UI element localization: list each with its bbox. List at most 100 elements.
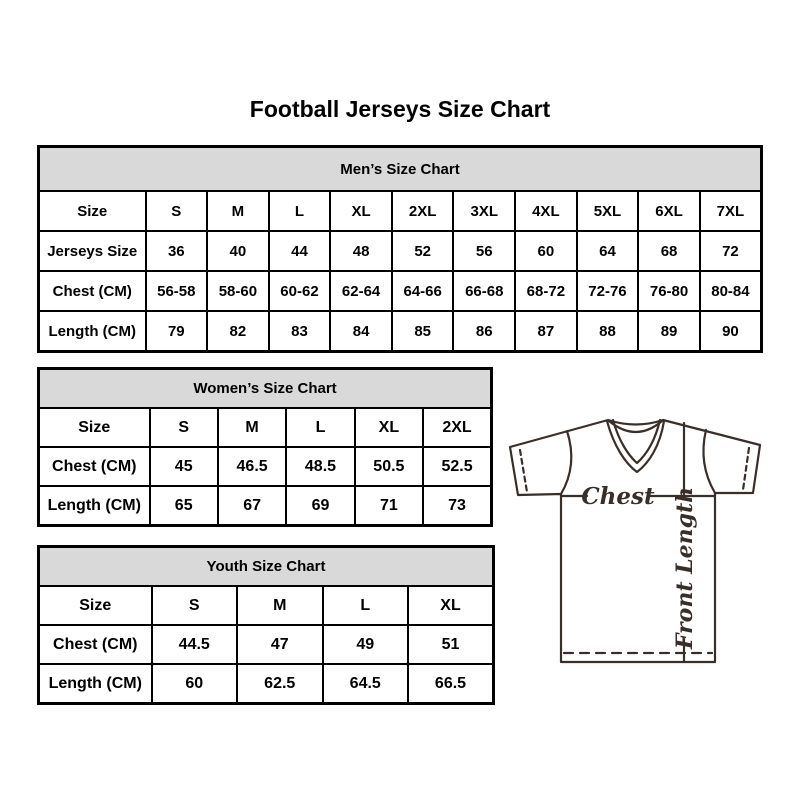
value-cell: 65	[148, 485, 219, 527]
value-cell: 83	[267, 310, 332, 353]
value-cell: 45	[148, 446, 219, 487]
value-cell: M	[216, 407, 288, 448]
value-cell: 48	[329, 230, 393, 272]
value-cell: 67	[216, 485, 288, 527]
womens-size-table: Women’s Size Chart Size S M L XL 2XL Chest (CM…	[37, 367, 493, 527]
youth-size-table: Youth Size Chart Size S M L XL Chest (CM) 44.5…	[37, 545, 495, 705]
table-row: Chest (CM) 44.5 47 49 51	[37, 624, 495, 665]
table-row: Size S M L XL 2XL	[37, 407, 493, 448]
value-cell: 90	[698, 310, 763, 353]
value-cell: 6XL	[637, 190, 701, 232]
value-cell: 86	[452, 310, 517, 353]
left-cuff-stitch	[518, 448, 529, 494]
value-cell: L	[267, 190, 332, 232]
row-label-cell: Size	[37, 190, 147, 232]
value-cell: 46.5	[216, 446, 288, 487]
value-cell: 5XL	[575, 190, 640, 232]
value-cell: 76-80	[637, 270, 701, 312]
front-length-label: Front Length	[672, 487, 698, 650]
value-cell: 48.5	[285, 446, 356, 487]
value-cell: 47	[236, 624, 324, 665]
right-cuff-stitch	[741, 446, 751, 492]
value-cell: 3XL	[452, 190, 517, 232]
table-row: Length (CM) 60 62.5 64.5 66.5	[37, 663, 495, 705]
value-cell: S	[150, 585, 238, 626]
table-row: Chest (CM) 45 46.5 48.5 50.5 52.5	[37, 446, 493, 487]
jersey-outline	[508, 418, 762, 664]
row-label-cell: Jerseys Size	[37, 230, 147, 272]
value-cell: 56	[452, 230, 517, 272]
value-cell: 40	[206, 230, 270, 272]
row-label-cell: Size	[37, 407, 151, 448]
right-armhole-seam	[702, 428, 717, 495]
row-label-cell: Size	[37, 585, 153, 626]
value-cell: 79	[144, 310, 209, 353]
row-label-cell: Length (CM)	[37, 485, 151, 527]
youth-table-title: Youth Size Chart	[37, 545, 495, 587]
value-cell: 68	[637, 230, 701, 272]
page-title: Football Jerseys Size Chart	[249, 96, 551, 122]
value-cell: 60	[514, 230, 578, 272]
row-label-cell: Length (CM)	[37, 310, 147, 353]
value-cell: 64	[575, 230, 640, 272]
value-cell: 62-64	[329, 270, 393, 312]
value-cell: S	[144, 190, 209, 232]
value-cell: 62.5	[236, 663, 324, 705]
value-cell: 49	[321, 624, 409, 665]
table-row: Length (CM) 65 67 69 71 73	[37, 485, 493, 527]
left-armhole-seam	[559, 429, 573, 496]
value-cell: XL	[407, 585, 495, 626]
value-cell: 4XL	[514, 190, 578, 232]
row-label-cell: Chest (CM)	[37, 270, 147, 312]
value-cell: 58-60	[206, 270, 270, 312]
value-cell: 73	[422, 485, 493, 527]
value-cell: 88	[575, 310, 640, 353]
value-cell: 50.5	[353, 446, 425, 487]
value-cell: 52	[390, 230, 455, 272]
chest-label: Chest	[581, 483, 655, 510]
value-cell: M	[236, 585, 324, 626]
value-cell: 2XL	[422, 407, 493, 448]
value-cell: 44	[267, 230, 332, 272]
value-cell: M	[206, 190, 270, 232]
value-cell: 66.5	[407, 663, 495, 705]
value-cell: 64-66	[390, 270, 455, 312]
value-cell: 2XL	[390, 190, 455, 232]
value-cell: 52.5	[422, 446, 493, 487]
vneck-outer	[605, 419, 666, 474]
vneck-inner	[611, 418, 662, 465]
value-cell: 51	[407, 624, 495, 665]
value-cell: 60-62	[267, 270, 332, 312]
value-cell: 89	[637, 310, 701, 353]
value-cell: 56-58	[144, 270, 209, 312]
row-label-cell: Length (CM)	[37, 663, 153, 705]
row-label-cell: Chest (CM)	[37, 624, 153, 665]
table-row: Size S M L XL	[37, 585, 495, 626]
table-row: Jerseys Size 36 40 44 48 52 56 60 64 68 72	[37, 230, 763, 272]
value-cell: 44.5	[150, 624, 238, 665]
mens-table-title: Men’s Size Chart	[37, 145, 763, 192]
value-cell: 60	[150, 663, 238, 705]
value-cell: 84	[329, 310, 393, 353]
mens-size-table: Men’s Size Chart Size S M L XL 2XL 3XL 4XL 5XL 6X…	[37, 145, 763, 353]
table-row: Size S M L XL 2XL 3XL 4XL 5XL 6XL 7XL	[37, 190, 763, 232]
value-cell: 82	[206, 310, 270, 353]
womens-table-title: Women’s Size Chart	[37, 367, 493, 409]
value-cell: S	[148, 407, 219, 448]
table-row: Chest (CM) 56-58 58-60 60-62 62-64 64-66 66-68…	[37, 270, 763, 312]
value-cell: 71	[353, 485, 425, 527]
value-cell: 36	[144, 230, 209, 272]
table-title-row: Youth Size Chart	[37, 545, 495, 587]
row-label-cell: Chest (CM)	[37, 446, 151, 487]
value-cell: 68-72	[514, 270, 578, 312]
value-cell: 64.5	[321, 663, 409, 705]
value-cell: 66-68	[452, 270, 517, 312]
value-cell: 7XL	[698, 190, 763, 232]
value-cell: 87	[514, 310, 578, 353]
value-cell: L	[321, 585, 409, 626]
table-title-row: Women’s Size Chart	[37, 367, 493, 409]
value-cell: 85	[390, 310, 455, 353]
value-cell: 69	[285, 485, 356, 527]
value-cell: 72-76	[575, 270, 640, 312]
